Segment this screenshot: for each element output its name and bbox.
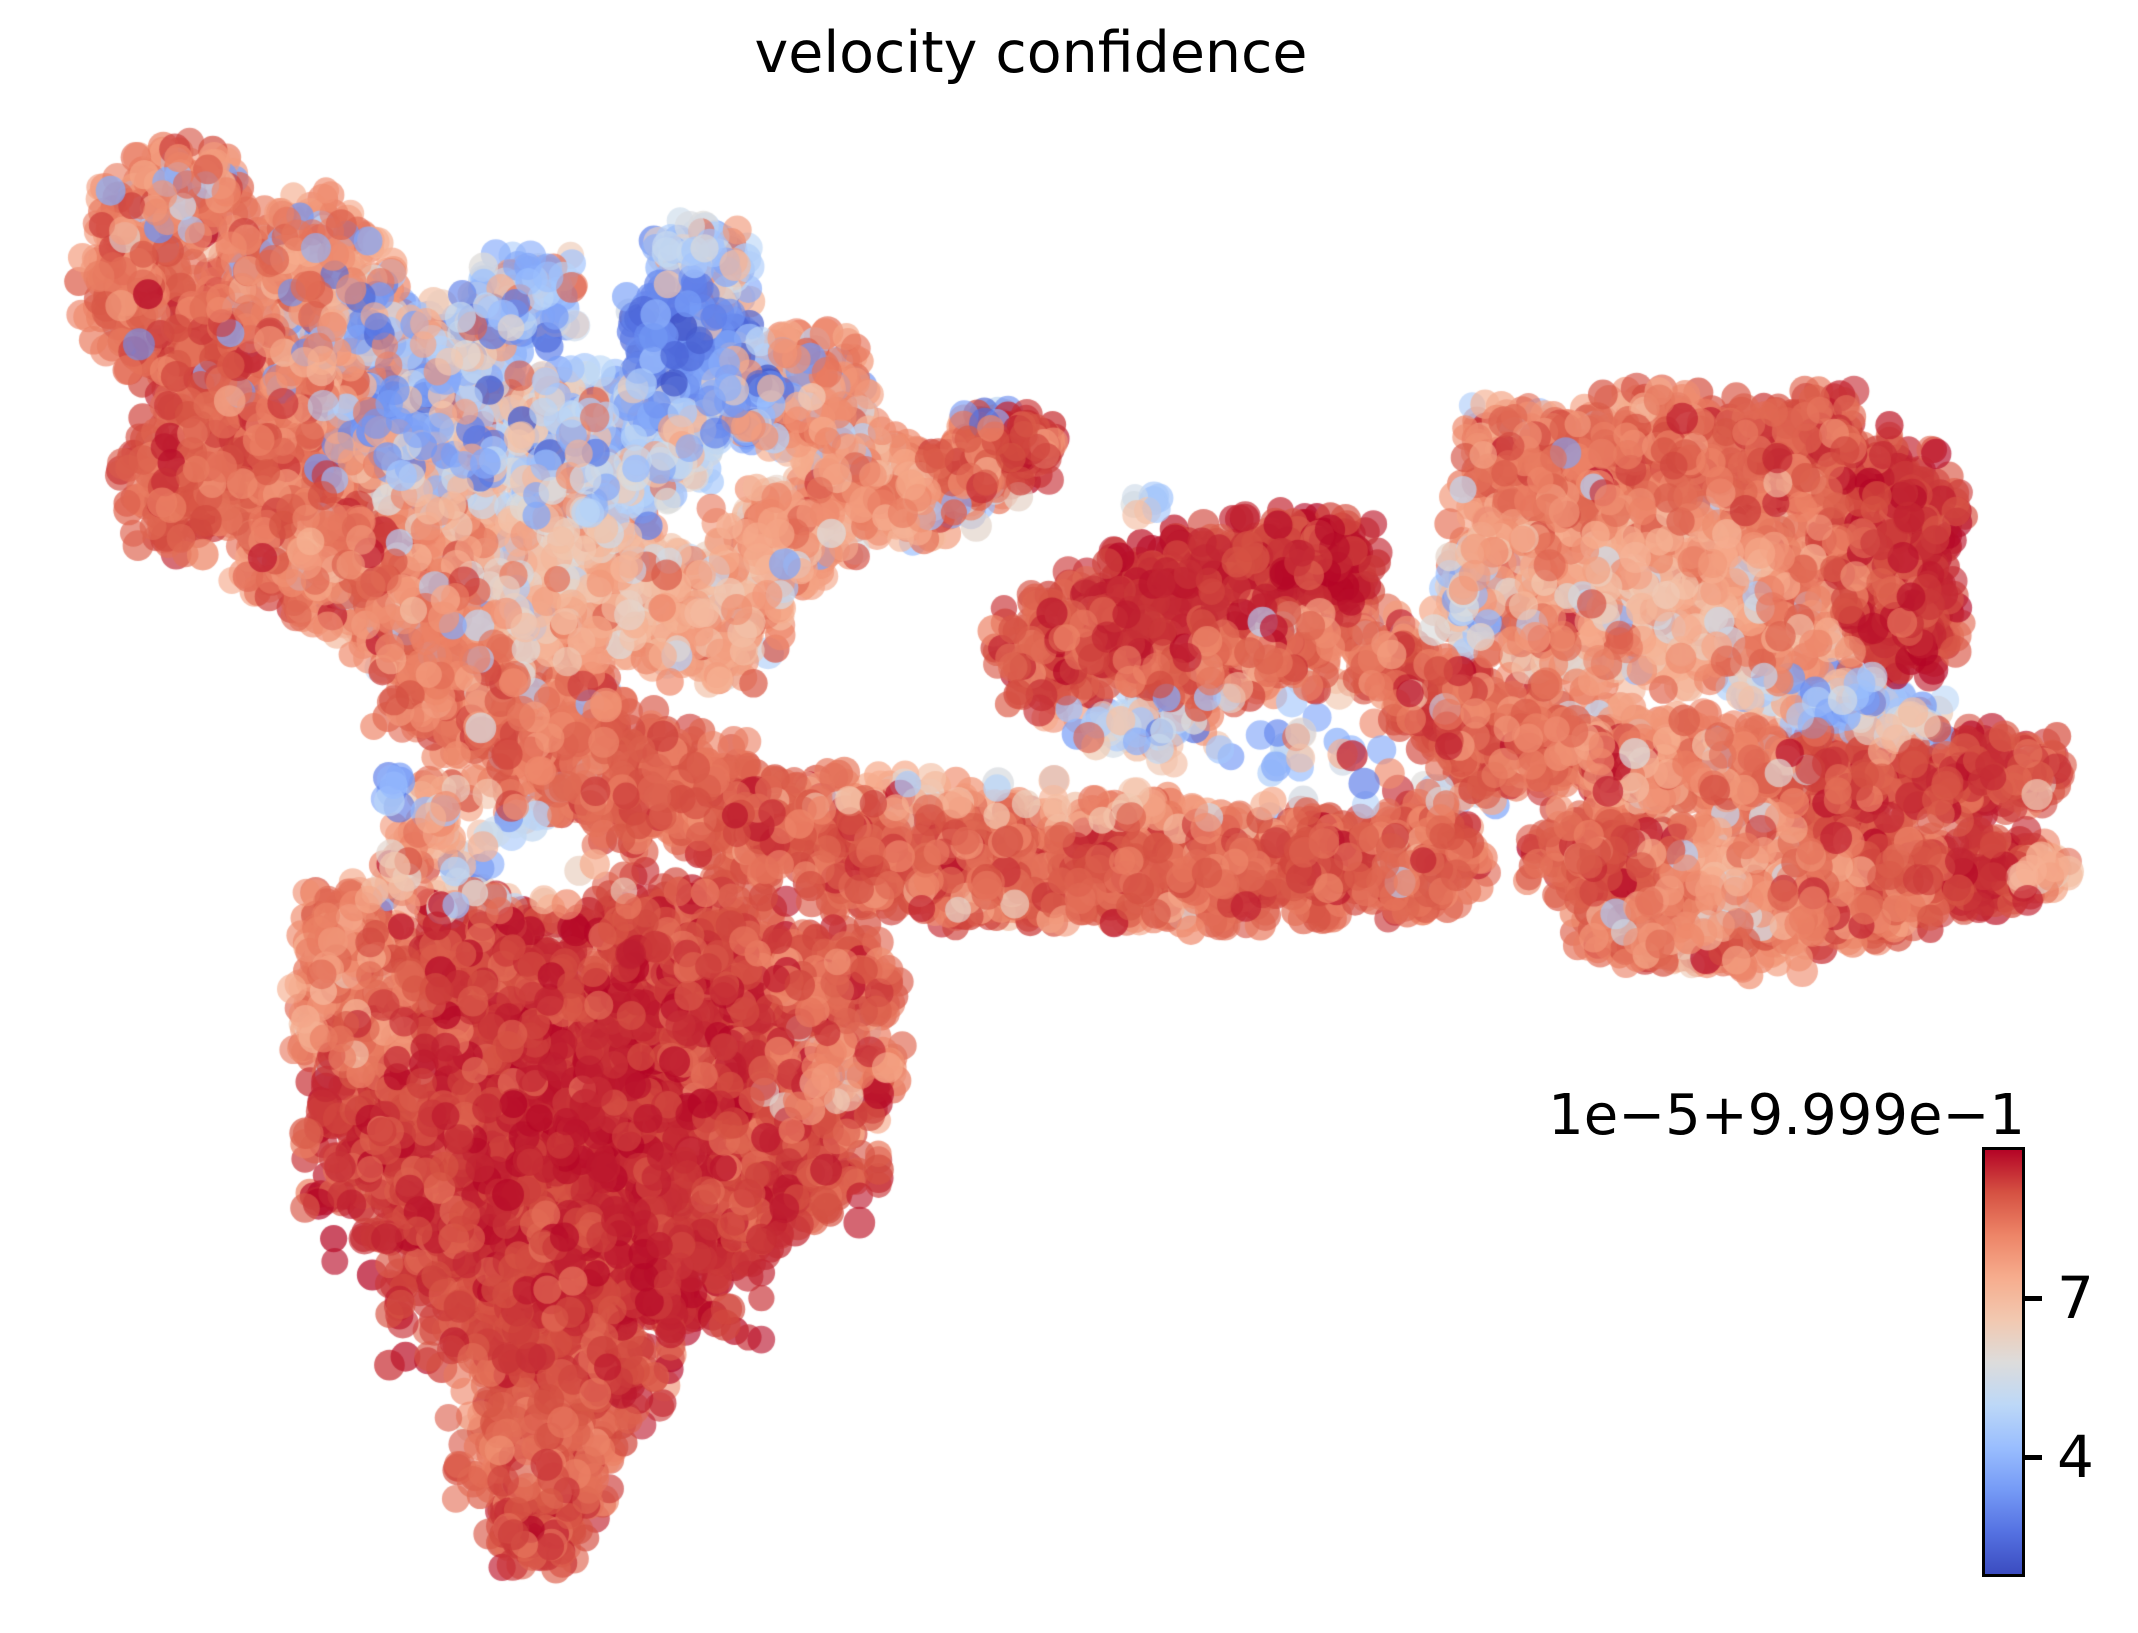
tick-label: 4 <box>2057 1422 2094 1491</box>
colorbar-gradient <box>1982 1147 2025 1577</box>
colorbar-offset-label: 1e−5+9.999e−1 <box>1548 1083 2025 1148</box>
tick-mark <box>2025 1454 2042 1460</box>
colorbar: 7 4 <box>1982 1147 2094 1577</box>
tick-mark <box>2025 1295 2042 1301</box>
tick-label: 7 <box>2057 1263 2094 1332</box>
